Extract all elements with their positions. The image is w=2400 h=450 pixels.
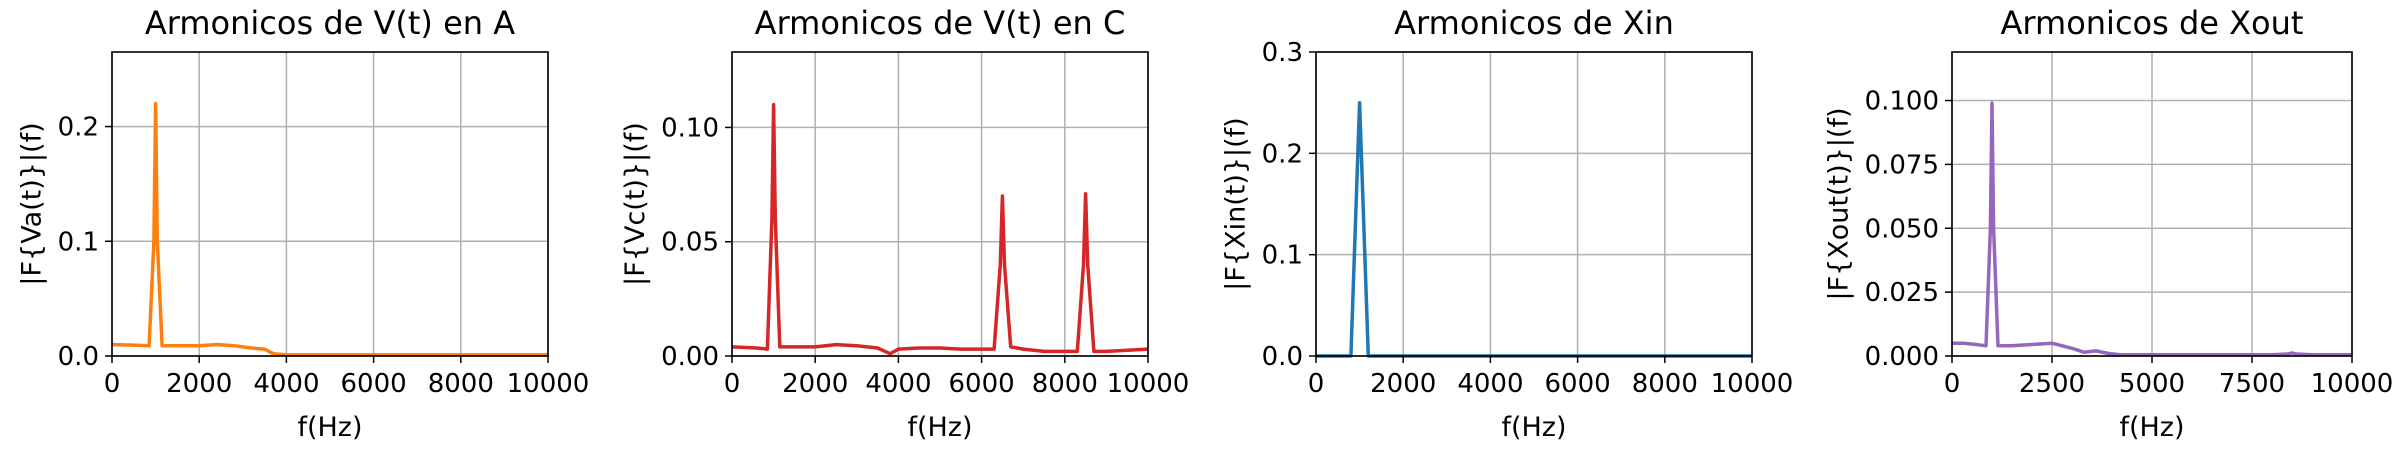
y-axis-label: |F{Va(t)}|(f) — [17, 122, 48, 285]
x-tick-label: 4000 — [1457, 369, 1523, 399]
y-tick-label: 0.1 — [58, 227, 99, 257]
plot-frame — [1315, 51, 1753, 357]
y-tick-label: 0.0 — [58, 342, 99, 372]
x-axis-label: f(Hz) — [907, 412, 972, 443]
x-tick-label: 2500 — [2019, 369, 2085, 399]
y-axis-label: |F{Xin(t)}|(f) — [1221, 117, 1252, 290]
chart-title: Armonicos de V(t) en A — [145, 4, 515, 42]
chart-4: 0 2500 5000 7500 10000 0.000 0.025 0.050 0.075 0.… — [1824, 4, 2394, 443]
y-tick-label: 0.3 — [1262, 38, 1303, 68]
series-line — [731, 102, 1149, 356]
y-tick-label: 0.1 — [1262, 241, 1303, 271]
x-tick-label: 0 — [724, 369, 741, 399]
y-tick-label: 0.00 — [661, 342, 719, 372]
x-tick-label: 6000 — [1545, 369, 1611, 399]
x-tick-label: 8000 — [428, 369, 494, 399]
x-axis-label: f(Hz) — [1501, 412, 1566, 443]
x-tick-label: 4000 — [253, 369, 319, 399]
x-axis-label: f(Hz) — [297, 412, 362, 443]
x-tick-label: 8000 — [1032, 369, 1098, 399]
x-tick-label: 10000 — [1107, 369, 1190, 399]
x-tick-label: 10000 — [507, 369, 590, 399]
y-axis-label: |F{Xout(t)}|(f) — [1824, 107, 1855, 300]
y-tick-label: 0.0 — [1262, 342, 1303, 372]
plot-frame — [731, 51, 1149, 357]
x-tick-label: 10000 — [2311, 369, 2394, 399]
x-tick-label: 0 — [1308, 369, 1325, 399]
x-tick-label: 6000 — [341, 369, 407, 399]
x-tick-label: 0 — [1944, 369, 1961, 399]
x-tick-label: 5000 — [2119, 369, 2185, 399]
x-tick-label: 2000 — [166, 369, 232, 399]
x-tick-label: 0 — [104, 369, 121, 399]
chart-3: 0 2000 4000 6000 8000 10000 0.0 0.1 0.2 0.3 Armoni… — [1221, 4, 1794, 443]
chart-1: 0 2000 4000 6000 8000 10000 0.0 0.1 0.2 Armonicos… — [17, 4, 590, 443]
x-tick-label: 7500 — [2219, 369, 2285, 399]
series-line — [111, 101, 548, 357]
y-tick-label: 0.10 — [661, 113, 719, 143]
y-tick-label: 0.2 — [1262, 139, 1303, 169]
y-tick-label: 0.075 — [1865, 150, 1939, 180]
x-tick-label: 8000 — [1632, 369, 1698, 399]
chart-2: 0 2000 4000 6000 8000 10000 0.00 0.05 0.10 Armoni… — [620, 4, 1189, 443]
y-axis-label: |F{Vc(t)}|(f) — [620, 122, 651, 286]
x-tick-label: 2000 — [1370, 369, 1436, 399]
series-line — [1316, 100, 1752, 358]
series-line — [1952, 101, 2352, 357]
y-tick-label: 0.050 — [1865, 214, 1939, 244]
y-tick-label: 0.2 — [58, 113, 99, 143]
x-axis-label: f(Hz) — [2119, 412, 2184, 443]
chart-title: Armonicos de Xin — [1394, 4, 1674, 42]
y-tick-label: 0.025 — [1865, 278, 1939, 308]
chart-title: Armonicos de V(t) en C — [755, 4, 1126, 42]
y-tick-label: 0.100 — [1865, 87, 1939, 117]
chart-title: Armonicos de Xout — [2001, 4, 2304, 42]
plot-frame — [111, 51, 549, 357]
x-tick-label: 4000 — [865, 369, 931, 399]
y-tick-label: 0.05 — [661, 228, 719, 258]
x-tick-label: 10000 — [1711, 369, 1794, 399]
y-tick-label: 0.000 — [1865, 342, 1939, 372]
x-tick-label: 6000 — [949, 369, 1015, 399]
x-tick-label: 2000 — [782, 369, 848, 399]
